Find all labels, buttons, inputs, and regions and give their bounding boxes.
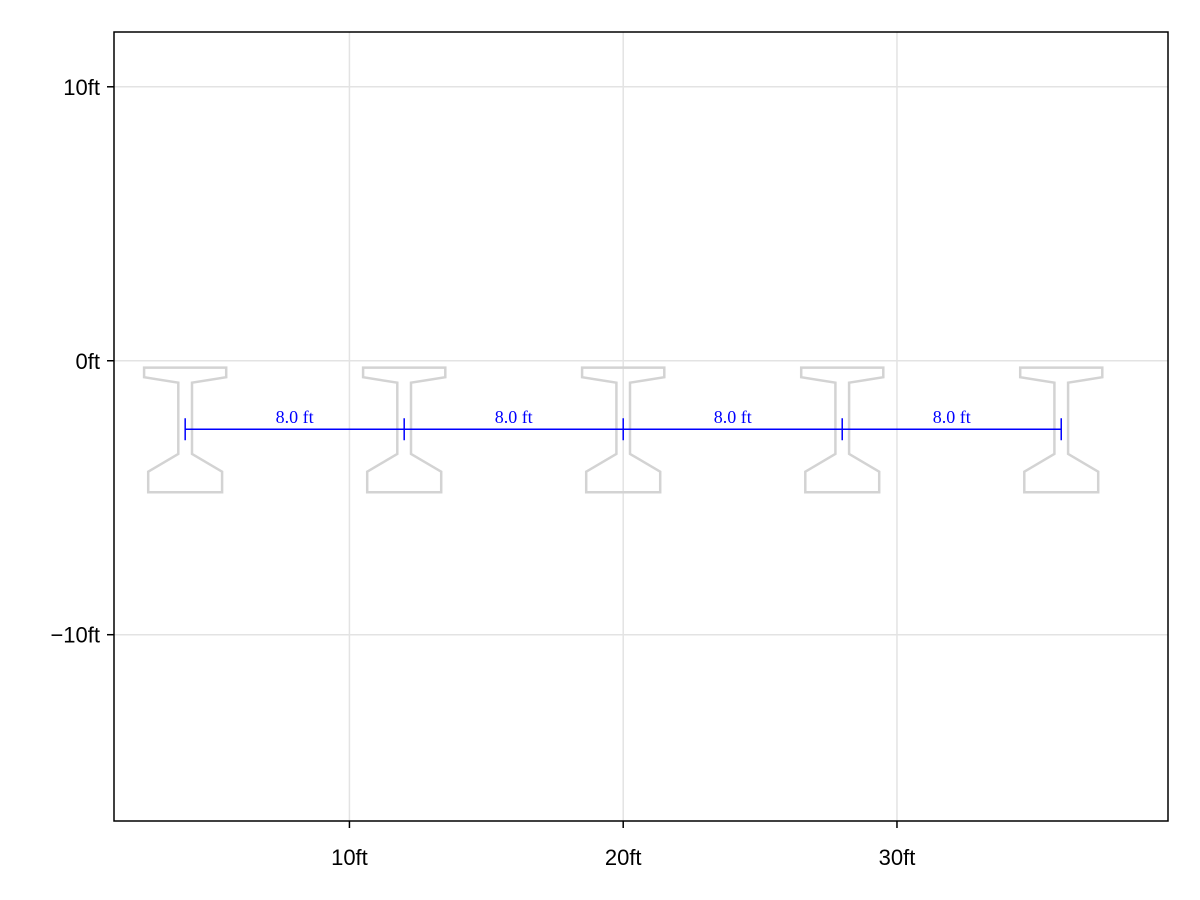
y-tick-label: 10ft — [63, 75, 100, 100]
plot-frame — [113, 31, 1169, 822]
grid-lines — [114, 32, 1168, 821]
x-tick-label: 10ft — [331, 845, 368, 870]
spacing-dimension: 8.0 ft 8.0 ft 8.0 ft 8.0 ft — [184, 407, 1062, 441]
girder-section — [1018, 366, 1104, 494]
girder-section — [361, 366, 447, 494]
girder-section — [142, 366, 228, 494]
dimension-label: 8.0 ft — [495, 407, 533, 427]
girder-section — [799, 366, 885, 494]
dimension-label: 8.0 ft — [933, 407, 971, 427]
x-tick-label: 20ft — [605, 845, 642, 870]
y-tick-label: −10ft — [50, 623, 100, 648]
y-axis-ticks: 10ft 0ft −10ft — [50, 75, 114, 648]
dimension-label: 8.0 ft — [714, 407, 752, 427]
y-tick-label: 0ft — [76, 349, 100, 374]
dimension-label: 8.0 ft — [276, 407, 314, 427]
girder-sections — [142, 366, 1104, 494]
girder-section — [580, 366, 666, 494]
x-axis-ticks: 10ft 20ft 30ft — [331, 821, 915, 870]
x-tick-label: 30ft — [879, 845, 916, 870]
